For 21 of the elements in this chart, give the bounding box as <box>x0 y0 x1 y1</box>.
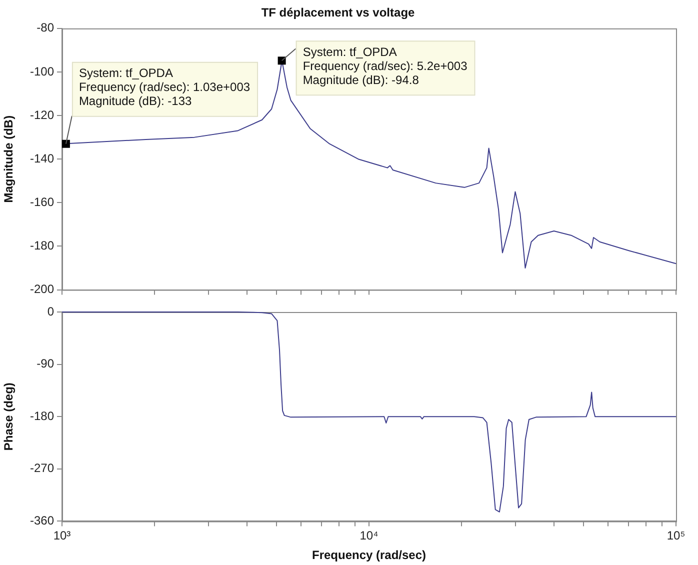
y-tick-label: -360 <box>30 514 54 528</box>
annotation: System: tf_OPDA Frequency (rad/sec): 5.2e+003 Magnitude (dB): -94.8 <box>302 44 468 87</box>
y-tick-label: -200 <box>30 282 54 296</box>
y-axis-title: Phase (deg) <box>2 382 16 451</box>
y-tick-label: -160 <box>30 194 54 209</box>
y-tick-label: -180 <box>30 408 54 423</box>
x-tick-label: 10³ <box>53 528 71 543</box>
x-axis-title: Frequency (rad/sec) <box>312 548 426 562</box>
y-tick-label: -180 <box>30 238 54 253</box>
annotation: System: tf_OPDA Frequency (rad/sec): 1.03e+003 Magnitude (dB): -133 <box>78 66 250 108</box>
y-tick-label: -140 <box>30 151 54 166</box>
y-tick-label: -80 <box>36 20 54 35</box>
y-tick-label: -90 <box>36 356 54 371</box>
x-tick-label: 10⁵ <box>666 528 686 543</box>
chart-title: TF déplacement vs voltage <box>261 6 416 20</box>
y-tick-label: -120 <box>30 108 54 122</box>
y-tick-label: 0 <box>47 304 54 318</box>
x-tick-label: 10⁴ <box>360 528 378 543</box>
y-tick-label: -100 <box>30 64 54 78</box>
y-axis-title: Magnitude (dB) <box>2 115 16 203</box>
y-tick-label: -270 <box>30 461 54 476</box>
